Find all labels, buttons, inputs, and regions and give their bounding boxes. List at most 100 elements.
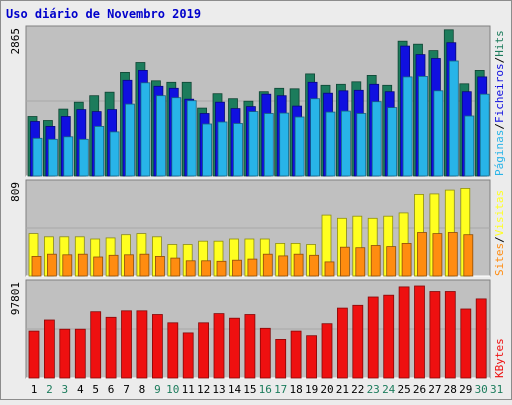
bar-páginas-day-25 — [402, 76, 413, 177]
bar-kbytes-day-12 — [198, 322, 210, 379]
x-tick-label: 23 — [367, 383, 380, 396]
bar-páginas-day-22 — [356, 113, 367, 177]
y-max-label: 809 — [9, 182, 22, 202]
bar-páginas-day-11 — [186, 100, 197, 177]
x-tick-label: 25 — [397, 383, 410, 396]
bar-páginas-day-23 — [371, 101, 382, 177]
legend: Páginas/Ficheiros/Hits — [493, 30, 506, 176]
x-tick-label: 12 — [197, 383, 210, 396]
bar-sites-day-16 — [262, 253, 273, 277]
x-tick-label: 10 — [166, 383, 179, 396]
x-tick-label: 13 — [212, 383, 225, 396]
x-tick-label: 21 — [336, 383, 349, 396]
bar-kbytes-day-24 — [383, 294, 395, 379]
bar-páginas-day-30 — [479, 93, 490, 177]
x-axis-labels: 1 2 3 4 5 6 7 8 9 10 11 12 13 14 15 16 17 18 19 20 21 22 23 24 2… — [31, 383, 504, 396]
bar-páginas-day-4 — [78, 138, 89, 177]
bar-páginas-day-28 — [448, 60, 459, 177]
legend-entry: / — [493, 57, 506, 64]
bar-páginas-day-5 — [94, 126, 105, 177]
bar-páginas-day-19 — [310, 98, 321, 177]
x-tick-label: 5 — [92, 383, 99, 396]
bar-kbytes-day-5 — [90, 311, 102, 379]
x-tick-label: 15 — [243, 383, 256, 396]
bar-kbytes-day-3 — [59, 328, 71, 379]
bar-kbytes-day-4 — [74, 328, 86, 379]
bar-kbytes-day-10 — [167, 322, 179, 379]
bar-kbytes-day-30 — [475, 298, 487, 379]
bar-páginas-day-9 — [155, 95, 166, 177]
bar-páginas-day-10 — [171, 97, 182, 177]
x-tick-label: 19 — [305, 383, 318, 396]
bar-sites-day-10 — [170, 257, 181, 277]
panel-visits-sites: 809 Sites/Visitas — [9, 179, 506, 277]
bar-sites-day-17 — [278, 255, 289, 277]
x-tick-label: 6 — [108, 383, 115, 396]
bar-páginas-day-27 — [433, 90, 444, 177]
bar-kbytes-day-17 — [275, 338, 287, 379]
bar-sites-day-25 — [401, 242, 412, 277]
x-tick-label: 9 — [154, 383, 161, 396]
bar-kbytes-day-16 — [259, 327, 271, 379]
bar-kbytes-day-15 — [244, 314, 256, 379]
bar-páginas-day-17 — [279, 112, 290, 177]
x-tick-label: 27 — [428, 383, 441, 396]
panels: 2865Páginas/Ficheiros/Hits809Sites/Visit… — [9, 25, 506, 379]
bar-kbytes-day-28 — [444, 291, 456, 379]
bar-kbytes-day-26 — [414, 285, 425, 379]
x-tick-label: 17 — [274, 383, 287, 396]
bar-páginas-day-16 — [263, 113, 274, 177]
bar-páginas-day-18 — [294, 116, 305, 177]
bar-kbytes-day-19 — [306, 335, 318, 379]
bar-sites-day-1 — [31, 255, 42, 277]
bar-kbytes-day-14 — [229, 317, 240, 379]
legend: Sites/Visitas — [493, 190, 506, 276]
legend-entry: / — [493, 236, 506, 243]
x-tick-label: 4 — [77, 383, 84, 396]
bar-sites-day-8 — [139, 253, 150, 277]
x-tick-label: 7 — [123, 383, 130, 396]
legend-entry: Sites — [493, 243, 506, 276]
bar-páginas-day-20 — [325, 111, 336, 177]
bar-kbytes-day-11 — [182, 332, 194, 379]
legend-entry: Visitas — [493, 190, 506, 236]
panel-hits-files-pages: 2865 Páginas/Ficheiros/Hits — [9, 25, 506, 177]
bar-kbytes-day-22 — [352, 304, 364, 379]
y-max-label: 2865 — [9, 28, 22, 55]
bar-sites-day-2 — [47, 253, 57, 277]
bar-páginas-day-14 — [233, 123, 243, 177]
bar-páginas-day-24 — [387, 107, 398, 177]
bar-sites-day-15 — [247, 258, 258, 277]
bar-sites-day-27 — [432, 233, 443, 277]
bar-sites-day-24 — [386, 246, 397, 277]
bar-sites-day-6 — [108, 254, 119, 277]
legend-entry: Hits — [493, 30, 506, 57]
x-tick-label: 8 — [139, 383, 146, 396]
x-tick-label: 1 — [31, 383, 38, 396]
legend-entry: Ficheiros — [493, 63, 506, 123]
bar-páginas-day-21 — [340, 110, 351, 177]
bar-kbytes-day-7 — [121, 310, 132, 379]
bar-sites-day-5 — [93, 256, 104, 277]
x-tick-label: 20 — [320, 383, 333, 396]
bar-sites-day-4 — [77, 253, 88, 277]
x-tick-label: 30 — [475, 383, 488, 396]
x-tick-label: 16 — [259, 383, 272, 396]
bar-sites-day-19 — [309, 254, 320, 277]
bar-kbytes-day-2 — [44, 319, 55, 379]
legend-entry: KBytes — [493, 338, 506, 378]
x-tick-label: 24 — [382, 383, 396, 396]
bar-sites-day-12 — [201, 260, 212, 277]
bar-sites-day-23 — [370, 245, 381, 277]
bar-sites-day-26 — [417, 232, 427, 277]
x-tick-label: 18 — [289, 383, 302, 396]
chart-title: Uso diário de Novembro 2019 — [6, 7, 201, 21]
legend-entry: / — [493, 123, 506, 130]
bar-sites-day-28 — [447, 232, 458, 277]
bar-kbytes-day-21 — [336, 307, 348, 379]
bar-kbytes-day-20 — [321, 323, 333, 379]
bar-kbytes-day-18 — [290, 330, 302, 379]
x-tick-label: 26 — [413, 383, 426, 396]
bar-páginas-day-8 — [140, 82, 151, 177]
x-tick-label: 3 — [61, 383, 68, 396]
